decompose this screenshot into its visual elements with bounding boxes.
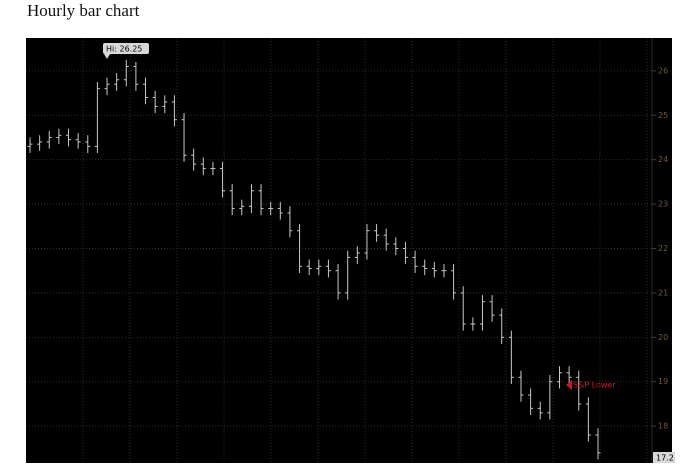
y-tick-label: 18 — [658, 422, 668, 431]
ohlc-bar — [556, 366, 562, 389]
hi-label-box — [103, 43, 149, 54]
ohlc-bar — [306, 259, 312, 276]
ohlc-bar — [431, 261, 437, 278]
ohlc-bar — [56, 128, 62, 145]
ohlc-bar — [297, 224, 303, 273]
y-tick-label: 22 — [658, 244, 668, 253]
ohlc-bar — [210, 161, 216, 176]
ohlc-bar — [162, 95, 168, 114]
ohlc-bar — [566, 366, 572, 384]
ohlc-bar — [374, 224, 380, 242]
ohlc-bar — [345, 250, 351, 300]
ohlc-bar — [460, 286, 466, 331]
hi-label-pointer — [104, 54, 110, 59]
ohlc-bar — [335, 264, 341, 300]
ohlc-bar — [239, 199, 245, 216]
ohlc-bar — [576, 370, 582, 411]
ohlc-bar — [412, 250, 418, 273]
ohlc-bar — [171, 95, 177, 127]
sp-label: S&P Lower — [573, 381, 616, 390]
ohlc-bar — [258, 184, 264, 216]
y-tick-label: 20 — [658, 333, 668, 342]
y-tick-label: 21 — [658, 288, 668, 297]
ohlc-bar — [152, 90, 158, 114]
ohlc-bar — [364, 224, 370, 260]
ohlc-bar — [393, 237, 399, 256]
ohlc-bar — [248, 184, 254, 213]
ohlc-bar — [402, 241, 408, 265]
y-tick-label: 19 — [658, 377, 668, 386]
last-label-box — [653, 452, 675, 463]
y-tick-label: 24 — [658, 155, 668, 164]
sp-marker — [566, 380, 572, 390]
ohlc-bar — [499, 308, 505, 344]
ohlc-bar — [316, 259, 322, 276]
ohlc-bar — [200, 157, 206, 176]
ohlc-bar — [229, 184, 235, 216]
ohlc-bar — [287, 206, 293, 238]
ohlc-bar — [85, 135, 91, 154]
ohlc-bar — [27, 137, 33, 154]
last-label: 17.2 — [656, 454, 674, 463]
ohlc-bar — [422, 259, 428, 276]
ohlc-bar — [104, 77, 110, 96]
ohlc-bar — [489, 295, 495, 322]
ohlc-bar — [268, 201, 274, 216]
ohlc-bar — [114, 73, 120, 91]
ohlc-bar — [537, 401, 543, 420]
ohlc-bar — [75, 133, 81, 149]
ohlc-bar — [508, 330, 514, 384]
ohlc-bar — [325, 259, 331, 278]
ohlc-bar — [479, 295, 485, 331]
plot-background — [26, 38, 672, 463]
ohlc-bar — [94, 81, 100, 154]
ohlc-bar — [547, 375, 553, 420]
ohlc-bar — [46, 130, 52, 149]
y-tick-label: 26 — [658, 66, 668, 75]
y-tick-label: 23 — [658, 200, 668, 209]
ohlc-bar — [143, 77, 149, 105]
ohlc-bar — [133, 61, 139, 91]
y-tick-label: 25 — [658, 111, 668, 120]
ohlc-bar — [37, 135, 43, 151]
ohlc-bar — [595, 428, 601, 460]
ohlc-bar — [518, 370, 524, 402]
ohlc-bar — [528, 388, 534, 416]
ohlc-bar — [585, 397, 591, 442]
ohlc-bar — [181, 113, 187, 162]
ohlc-bar — [470, 317, 476, 331]
hi-label: Hi: 26.25 — [106, 45, 142, 54]
ohlc-bar — [66, 128, 72, 147]
ohlc-bar — [277, 201, 283, 220]
ohlc-bar — [123, 59, 129, 87]
ohlc-bar — [441, 264, 447, 278]
ohlc-bar — [383, 228, 389, 251]
ohlc-bar — [220, 161, 226, 198]
ohlc-bar — [451, 264, 457, 300]
ohlc-bar — [191, 148, 197, 171]
ohlc-bar — [354, 246, 360, 265]
chart-title: Hourly bar chart — [27, 1, 140, 20]
